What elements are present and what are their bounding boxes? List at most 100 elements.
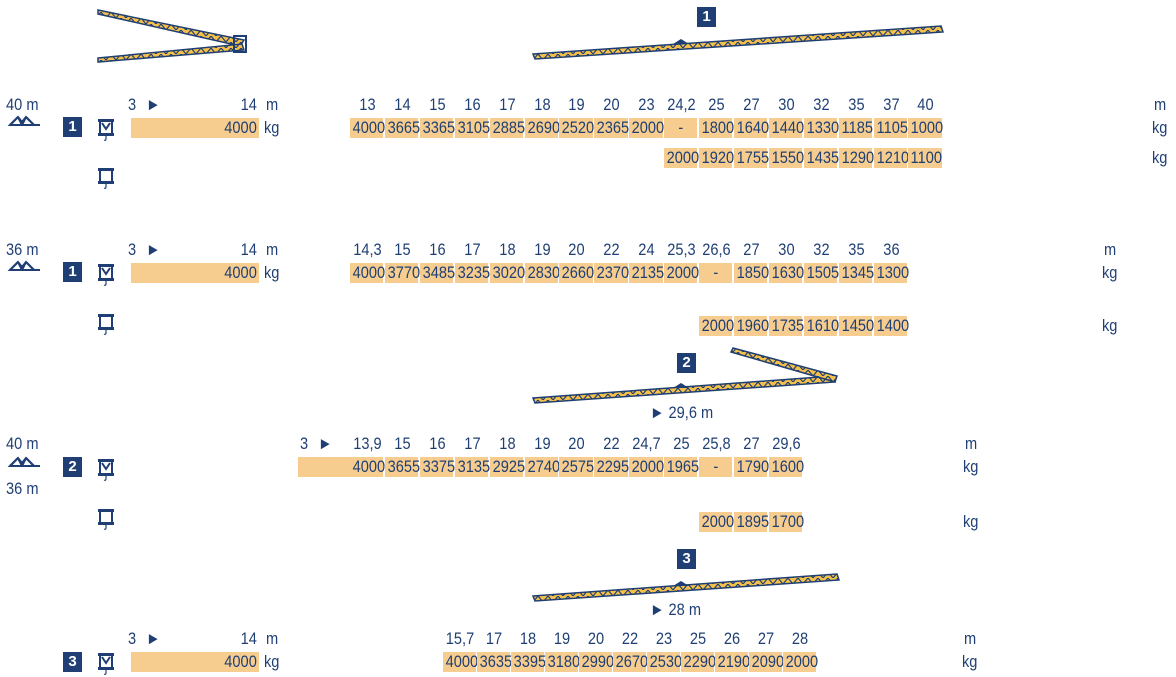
arrow-icon: ► [146,629,161,648]
double-load-cell: 1895 [733,512,769,532]
load-cell: 3635 [477,652,512,672]
load-cell: 1185 [838,118,873,138]
load-cell: 2690 [524,118,560,138]
load-cell: 1300 [873,263,909,283]
distance-value: 17 [485,629,503,648]
distance-value: 15,7 [445,629,475,648]
double-load-cell: 2000 [699,316,734,336]
distance-value: 20 [568,434,585,453]
single-hook-icon [97,118,115,142]
jib-config-3-diagram [531,573,841,602]
range-start: 3 [300,434,309,453]
load-cell: 3375 [419,457,455,477]
double-load-cell: 1735 [768,316,804,336]
distance-value: 22 [603,434,620,453]
short-range-load: 4000 [224,652,257,671]
distance-value: 14,3 [353,240,382,259]
distance-value: 24,2 [667,95,696,114]
double-load-cell: 2000 [699,512,734,532]
jib-length-label: 40 m [6,434,39,453]
load-cell: 3655 [384,457,420,477]
distance-value: 20 [587,629,605,648]
distance-value: 30 [778,95,795,114]
double-load-cell: 1290 [838,148,874,168]
load-cell: 1600 [768,457,804,477]
distance-value: 36 [882,240,900,259]
distance-value: 19 [568,95,585,114]
distance-value: 26,6 [702,240,731,259]
distance-value: 27 [743,240,760,259]
distance-value: 29,6 [772,434,801,453]
load-cell: 1345 [838,263,874,283]
distance-value: 16 [429,434,446,453]
distance-value: 24,7 [632,434,661,453]
unit-m: m [1104,240,1117,259]
distance-value: 37 [882,95,900,114]
load-cell: 3770 [384,263,420,283]
load-cell: 3365 [419,118,455,138]
load-cell: - [664,118,698,138]
load-cell: 2190 [715,652,750,672]
short-range-start: 3 [128,240,137,259]
distance-value: 20 [603,95,620,114]
arrow-icon: ► [146,95,161,114]
short-range-load-bar [131,652,259,672]
load-cell: 2830 [524,263,560,283]
jib-length-label: 36 m [6,240,39,259]
load-cell: 1505 [803,263,839,283]
distance-value: 17 [463,240,481,259]
short-range-end: 14 [240,95,257,114]
load-cell: 2365 [594,118,629,138]
distance-value: 13 [359,95,376,114]
folded-jib-diagram [97,9,247,63]
double-hook-icon [97,508,115,530]
unit-kg: kg [264,263,280,282]
load-cell: 1105 [873,118,908,138]
unit-kg: kg [1152,148,1168,167]
unit-m: m [1154,95,1167,114]
double-load-cell: 1100 [908,148,942,168]
distance-value: 26 [723,629,741,648]
load-cell: 3180 [545,652,580,672]
arrow-icon: ► [318,434,333,453]
distance-value: 22 [603,240,620,259]
double-hook-icon [97,167,115,189]
distance-value: 17 [463,434,481,453]
distance-value: 14 [394,95,411,114]
double-load-cell: 1700 [768,512,804,532]
distance-value: 19 [533,434,551,453]
double-load-cell: 1400 [873,316,909,336]
distance-value: 27 [743,95,760,114]
distance-value: 25 [689,629,707,648]
load-cell: 1790 [733,457,769,477]
distance-value: 22 [621,629,639,648]
distance-value: 23 [638,95,655,114]
unit-kg: kg [1152,118,1168,137]
double-load-cell: 1610 [803,316,839,336]
double-load-cell: 1450 [838,316,874,336]
load-cell: 4000 [350,118,385,138]
distance-value: 17 [498,95,516,114]
unit-kg: kg [963,457,979,476]
distance-value: 32 [812,240,830,259]
short-range-end: 14 [240,629,257,648]
load-cell: 2135 [629,263,664,283]
distance-value: 23 [655,629,673,648]
load-cell: 3485 [419,263,455,283]
jib-config-2-reach: ► 29,6 m [650,403,714,422]
arrow-icon: ► [146,240,161,259]
jib-config-1-badge: 1 [697,7,716,27]
distance-value: 25 [708,95,725,114]
short-range-load: 4000 [224,263,257,282]
single-hook-icon [97,458,115,482]
jib-config-3-reach: ► 28 m [650,600,702,619]
distance-value: 18 [533,95,551,114]
load-cell: 3105 [454,118,490,138]
jib-config-1-diagram [531,25,945,60]
load-cell: 3665 [384,118,420,138]
load-cell: 1965 [664,457,699,477]
unit-kg: kg [962,652,978,671]
distance-value: 19 [533,240,551,259]
short-range-load-bar [131,118,259,138]
load-cell: 2090 [749,652,784,672]
